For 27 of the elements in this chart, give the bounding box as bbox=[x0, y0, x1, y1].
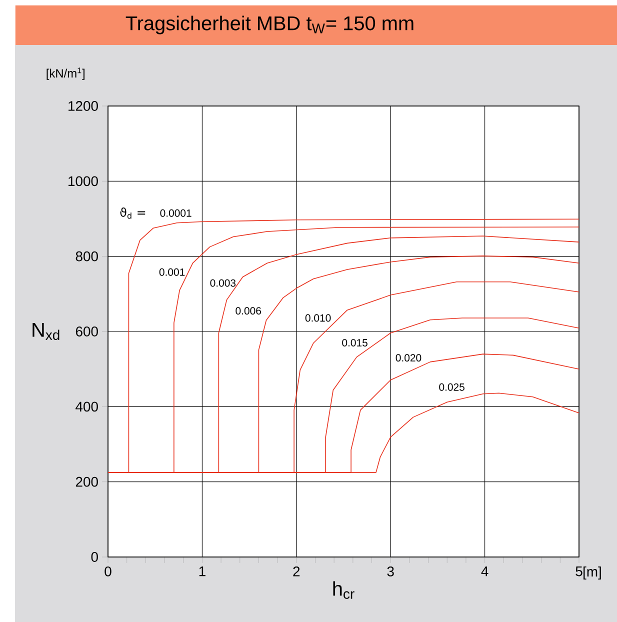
annotation: ϑ$_{d}$ = bbox=[120, 208, 146, 219]
y-tick-label: 200 bbox=[76, 476, 98, 487]
y-tick-label: 800 bbox=[76, 251, 98, 262]
series-label: 0.0001 bbox=[160, 209, 192, 217]
x-tick-label: 0 bbox=[104, 566, 112, 576]
x-tick-label: 2 bbox=[293, 566, 300, 576]
series-label: 0.010 bbox=[305, 314, 331, 322]
y-axis-title: N$_{xd}$ bbox=[32, 323, 60, 340]
y-tick-label: 600 bbox=[76, 326, 98, 336]
y-tick-label: 1000 bbox=[68, 176, 98, 186]
x-axis-title: h$_{cr}$ bbox=[333, 581, 354, 599]
chart-title: Tragsicherheit MBD t$_{W}$= 150 mm bbox=[126, 16, 414, 34]
series-label: 0.015 bbox=[342, 339, 368, 346]
text: [m] bbox=[584, 566, 601, 580]
x-tick-label: 3 bbox=[387, 566, 394, 576]
x-tick-label: 5 bbox=[576, 566, 582, 576]
series-label: 0.006 bbox=[236, 307, 261, 315]
y-tick-label: 0 bbox=[91, 552, 98, 562]
x-tick-label: 1 bbox=[199, 566, 206, 576]
series-label: 0.001 bbox=[159, 268, 185, 276]
x-tick-label: 4 bbox=[481, 566, 488, 576]
text: [kN/m$^{1}$] bbox=[46, 68, 84, 80]
series-label: 0.003 bbox=[210, 279, 236, 287]
y-tick-label: 1200 bbox=[68, 101, 98, 111]
y-tick-label: 400 bbox=[76, 402, 98, 412]
series-label: 0.020 bbox=[396, 354, 422, 362]
series-label: 0.025 bbox=[439, 383, 464, 391]
